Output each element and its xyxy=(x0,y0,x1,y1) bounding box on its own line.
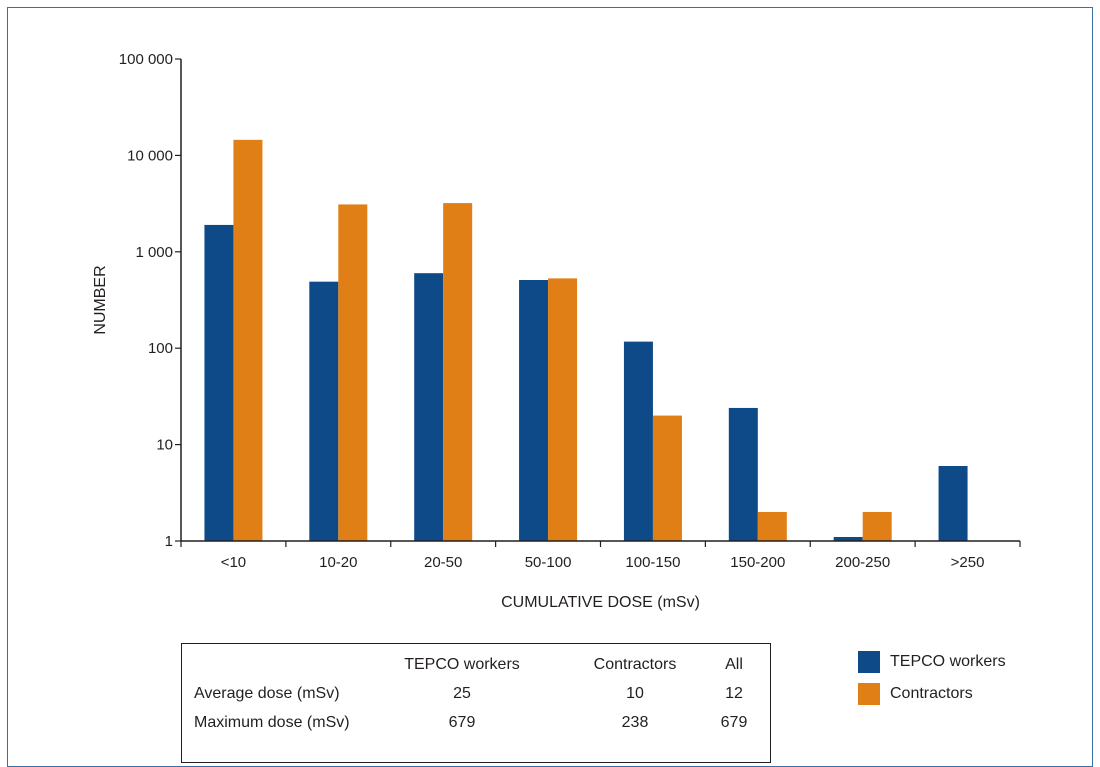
bar-contractors xyxy=(757,511,787,541)
y-tick-label: 10 xyxy=(156,437,173,454)
bar-contractors xyxy=(443,203,473,541)
cell-contractors: 238 xyxy=(621,714,649,731)
x-tick-label: 50-100 xyxy=(525,554,572,571)
x-tick-label: <10 xyxy=(221,554,246,571)
legend-item-tepco: TEPCO workers xyxy=(858,646,1006,678)
x-tick-label: >250 xyxy=(951,554,985,571)
y-tick-label: 100 000 xyxy=(119,51,173,68)
bar-tepco xyxy=(623,341,653,541)
cell-all: 12 xyxy=(725,685,743,702)
table-header-row: TEPCO workers Contractors All xyxy=(182,656,770,682)
bar-contractors xyxy=(862,511,892,541)
header-all: All xyxy=(725,656,743,673)
bar-tepco xyxy=(833,537,863,541)
legend-label-contractors: Contractors xyxy=(890,685,973,702)
cell-tepco: 679 xyxy=(448,714,476,731)
cell-contractors: 10 xyxy=(626,685,644,702)
bar-tepco xyxy=(414,273,444,541)
y-axis-title: NUMBER xyxy=(92,265,109,334)
x-tick-label: 20-50 xyxy=(424,554,462,571)
y-tick-label: 100 xyxy=(148,340,173,357)
bar-contractors xyxy=(548,278,578,541)
y-tick-label: 10 000 xyxy=(127,147,173,164)
x-tick-label: 150-200 xyxy=(730,554,785,571)
cell-tepco: 25 xyxy=(453,685,471,702)
header-tepco: TEPCO workers xyxy=(404,656,520,673)
legend-label-tepco: TEPCO workers xyxy=(890,653,1006,670)
table-row: Average dose (mSv) 25 10 12 xyxy=(182,685,770,711)
x-tick-label: 100-150 xyxy=(625,554,680,571)
bar-tepco xyxy=(728,407,758,541)
row-label: Maximum dose (mSv) xyxy=(194,714,350,731)
bar-contractors xyxy=(338,204,368,541)
chart-legend: TEPCO workers Contractors xyxy=(858,646,1006,710)
bar-tepco xyxy=(309,281,339,541)
bar-tepco xyxy=(519,279,549,541)
table-row: Maximum dose (mSv) 679 238 679 xyxy=(182,714,770,740)
bar-tepco xyxy=(938,465,968,541)
y-tick-label: 1 xyxy=(165,533,173,550)
y-ticks-group: 1 10 100 1 000 10 000 100 000 xyxy=(119,51,181,550)
bar-tepco xyxy=(204,224,234,541)
y-tick-label: 1 000 xyxy=(135,244,173,261)
x-ticks-group: <10 10-20 20-50 50-100 100-150 150-200 200-250… xyxy=(180,541,1021,571)
bar-chart: 1 10 100 1 000 10 000 100 000 <10 10-20 20-50 50… xyxy=(92,51,1021,611)
x-tick-label: 200-250 xyxy=(835,554,890,571)
bar-contractors xyxy=(233,139,263,542)
cell-all: 679 xyxy=(720,714,748,731)
dose-summary-table: TEPCO workers Contractors All Average do… xyxy=(181,643,771,763)
x-axis-title: CUMULATIVE DOSE (mSv) xyxy=(501,594,700,611)
legend-item-contractors: Contractors xyxy=(858,678,1006,710)
legend-swatch-tepco xyxy=(858,651,880,673)
row-label: Average dose (mSv) xyxy=(194,685,340,702)
bar-contractors xyxy=(652,415,682,541)
x-tick-label: 10-20 xyxy=(319,554,357,571)
bars-group xyxy=(204,139,968,542)
legend-swatch-contractors xyxy=(858,683,880,705)
header-contractors: Contractors xyxy=(593,656,677,673)
